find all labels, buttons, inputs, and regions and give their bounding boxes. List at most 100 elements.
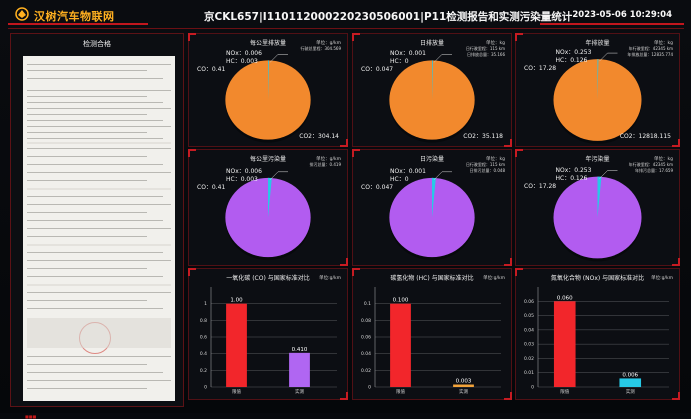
pie-chart	[389, 54, 475, 143]
emission-daily-panel: 日排放量 单位：kg 日行驶里程：115 km 日排放总量：35.166 NOx：0.0…	[352, 33, 512, 147]
report-text-line	[27, 260, 171, 261]
bar-chart: 0 0.01 0.02 0.03 0.04 0.05 0.06 0.060 限值 0.006 实测	[524, 287, 669, 395]
brand-logo-icon	[15, 7, 29, 21]
y-tick-label: 0.06	[524, 299, 534, 305]
unit-label: 单位：kg	[654, 157, 673, 162]
inspection-report-panel: 检测合格 ■■■	[10, 33, 184, 419]
pie-chart	[553, 170, 642, 262]
hc-label: HC：0	[390, 58, 409, 66]
pie-slice-minor	[268, 177, 272, 218]
report-text-line	[27, 236, 147, 237]
chart-title: 碳氢化物 (HC) 与国家标准对比	[390, 275, 474, 282]
pollution-yearly-panel: 年污染量 单位：kg 年行驶里程：42345 km 年排污总量：17.659 NOx：0…	[515, 149, 680, 266]
pie-leader-line	[269, 54, 288, 63]
report-text-line	[27, 96, 147, 97]
x-tick-label: 实测	[295, 388, 304, 395]
panel-title: 日污染量	[419, 156, 444, 163]
datetime-display: 2023-05-06 10:29:04	[572, 10, 672, 20]
chart-unit: 单位:g/km	[319, 276, 341, 281]
co-label: CO：17.28	[524, 65, 557, 73]
panel-title: 每公里排放量	[249, 40, 286, 47]
bar-value-label: 0.003	[456, 379, 472, 385]
panel-title: 每公里污染量	[249, 156, 286, 163]
co-label: CO：0.047	[361, 66, 394, 74]
bar-value-label: 0.006	[622, 372, 638, 378]
bar-value-label: 0.060	[557, 295, 573, 301]
pie-chart	[225, 54, 311, 143]
nox-comparison-chart: 氮氧化合物 (NOx) 与国家标准对比 单位:g/km 0 0.01 0.02 0.03 0…	[515, 268, 680, 400]
y-tick-label: 0.04	[524, 327, 534, 333]
report-text-line	[27, 268, 147, 269]
x-tick-label: 限值	[232, 388, 241, 395]
panel-title: 年污染量	[585, 156, 610, 163]
report-text-line	[27, 204, 171, 205]
y-tick-label: 0.4	[200, 351, 207, 357]
pie-slice-minor	[432, 60, 433, 100]
page-title: 京CKL657|I110112000220230506001|P11检测报告和实…	[204, 11, 573, 23]
y-tick-label: 0.8	[200, 318, 207, 324]
report-text-line	[27, 292, 171, 293]
nox-label: NOx：0.253	[555, 166, 592, 174]
y-tick-label: 0.05	[524, 313, 534, 319]
y-tick-label: 0	[531, 385, 534, 391]
report-text-line	[27, 70, 147, 71]
report-text-line	[27, 308, 163, 309]
nox-label: NOx：0.001	[390, 50, 426, 58]
report-text-line	[27, 126, 171, 127]
pie-leader-line	[599, 52, 618, 62]
hc-label: HC：0.126	[555, 57, 588, 65]
y-tick-label: 0.02	[361, 368, 371, 374]
bar-value-label: 0.410	[292, 347, 308, 353]
pie-slice-minor	[432, 177, 436, 218]
pollution-per-km-panel: 每公里污染量 单位：g/km 排污总量：0.419 NOx：0.006 HC：0.003…	[188, 149, 348, 266]
report-text-line	[27, 372, 163, 373]
y-tick-label: 0.2	[200, 368, 207, 374]
hc-label: HC：0	[390, 175, 409, 183]
report-text-line	[27, 276, 163, 277]
nox-label: NOx：0.001	[390, 167, 426, 175]
co-comparison-chart: 一氧化碳 (CO) 与国家标准对比 单位:g/km 0 0.2 0.4 0.6 0.8 1 1.…	[188, 268, 348, 400]
report-text-line	[27, 380, 171, 381]
co-label: CO：0.047	[361, 183, 394, 191]
pie-slice-minor	[268, 60, 269, 100]
bar-measured	[619, 378, 642, 387]
y-tick-label: 0	[204, 385, 207, 391]
inspection-report-document[interactable]: ■■■	[23, 56, 175, 419]
hc-label: HC：0.003	[226, 58, 258, 66]
report-red-mark: ■■■	[25, 414, 37, 419]
report-text-line	[27, 78, 163, 79]
report-text-line	[27, 120, 163, 121]
co-label: CO：0.41	[197, 66, 226, 74]
pollution-daily-panel: 日污染量 单位：kg 日行驶里程：115 km 日排污总量：0.048 NOx：0.00…	[352, 149, 512, 266]
bar-measured	[289, 352, 310, 387]
bar-measured	[453, 384, 474, 387]
bar-limit	[553, 301, 576, 387]
report-text-line	[27, 164, 163, 165]
x-tick-label: 限值	[560, 388, 569, 395]
hc-comparison-chart: 碳氢化物 (HC) 与国家标准对比 单位:g/km 0 0.02 0.04 0.06 0.0…	[352, 268, 512, 400]
x-tick-label: 实测	[626, 388, 635, 395]
report-table-block	[27, 318, 171, 348]
unit-extra: 日排污总量：0.048	[469, 168, 505, 173]
pie-slice-minor	[597, 59, 599, 100]
co2-label: CO2：304.14	[299, 133, 339, 140]
report-status-title: 检测合格	[83, 40, 111, 48]
unit-extra: 日排放总量：35.166	[467, 52, 505, 57]
unit-label: 单位：g/km	[316, 157, 341, 162]
y-tick-label: 0.06	[361, 335, 371, 341]
brand-name: 汉树汽车物联网	[34, 10, 115, 23]
co-label: CO：0.41	[197, 183, 226, 191]
report-text-line	[27, 114, 147, 115]
unit-extra: 年行驶里程：42345 km	[628, 162, 673, 167]
report-text-line	[27, 148, 171, 149]
header-accent-right	[540, 23, 684, 25]
report-text-line	[27, 64, 171, 65]
chart-title: 氮氧化合物 (NOx) 与国家标准对比	[550, 275, 645, 282]
report-table-block	[27, 142, 171, 144]
unit-label: 单位：kg	[486, 157, 505, 162]
pie-chart	[225, 171, 311, 261]
unit-extra: 年排放总量：12835.774	[627, 52, 673, 57]
unit-extra: 排污总量：0.419	[309, 162, 341, 167]
report-text-line	[27, 388, 147, 389]
unit-label: 单位：kg	[486, 41, 505, 46]
